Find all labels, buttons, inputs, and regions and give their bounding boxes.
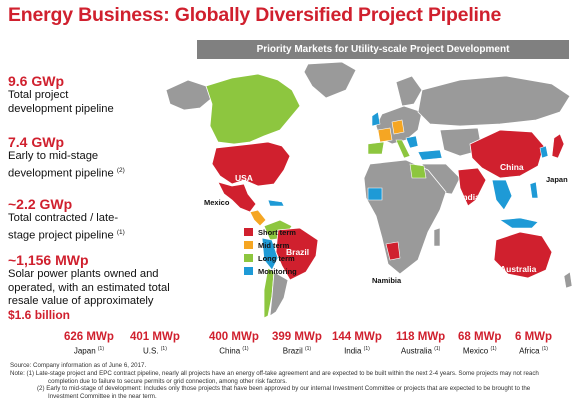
stat-australia: 118 MWp Australia (1)	[396, 331, 445, 357]
stat-value: 399 MWp	[272, 331, 322, 343]
stat-africa: 6 MWp Africa (1)	[515, 331, 552, 357]
china-region	[469, 129, 545, 179]
legend-item-monitoring: Monitoring	[244, 265, 297, 277]
germany-region	[391, 119, 405, 135]
map-label-australia: Australia	[500, 264, 537, 274]
balkans-region	[405, 135, 419, 149]
madagascar-region	[433, 227, 441, 247]
argentina-region	[269, 271, 289, 317]
stat-india: 144 MWp India (1)	[332, 331, 382, 357]
greenland-region	[303, 61, 357, 99]
map-label-usa: USA	[235, 173, 253, 183]
stat-value: 68 MWp	[458, 331, 502, 343]
footnote-2-cont: Investment Committee in the near term.	[48, 393, 157, 401]
stat-value: 6 MWp	[515, 331, 553, 343]
stat-japan: 626 MWp Japan (1)	[64, 331, 114, 357]
page-title: Energy Business: Globally Diversified Pr…	[8, 4, 502, 26]
legend-label: Mid term	[258, 240, 290, 250]
stat-country: Mexico (1)	[462, 346, 497, 356]
legend-label: Long term	[258, 253, 295, 263]
brazil-region	[275, 227, 319, 281]
legend-swatch	[244, 228, 253, 236]
uk-region	[371, 111, 381, 127]
legend-item-mid-term: Mid term	[244, 239, 297, 251]
footnote-2: (2) Early to mid-stage of development: I…	[37, 385, 531, 393]
canada-region	[205, 73, 301, 145]
kpi-early-mid-pipeline: 7.4 GWp Early to mid-stage development p…	[8, 134, 188, 181]
legend-label: Monitoring	[258, 266, 297, 276]
legend-swatch	[244, 254, 253, 262]
kpi-desc: Total project development pipeline	[8, 89, 114, 115]
footnote-1-cont: completion due to failure to secure perm…	[48, 377, 288, 385]
spain-region	[367, 141, 385, 155]
kpi-desc: Early to mid-stage development pipeline …	[8, 150, 125, 180]
russia-region	[417, 75, 571, 127]
france-region	[377, 127, 393, 143]
india-region	[457, 167, 487, 207]
legend-swatch	[244, 241, 253, 249]
stat-country: U.S. (1)	[142, 346, 167, 356]
source-note: Source: Company information as of June 6…	[10, 362, 147, 369]
stat-country: Japan (1)	[73, 346, 104, 356]
legend-item-long-term: Long term	[244, 252, 297, 264]
kpi-value: ~1,156 MWp	[8, 252, 89, 268]
world-map	[165, 61, 573, 319]
stat-country: Australia (1)	[400, 346, 441, 356]
mexico-region	[217, 181, 257, 213]
new-zealand-region	[563, 271, 573, 289]
usa-region	[211, 141, 291, 187]
stat-mexico: 68 MWp Mexico (1)	[458, 331, 501, 357]
map-label-namibia: Namibia	[372, 276, 402, 285]
philippines-region	[529, 181, 539, 199]
stat-country: Africa (1)	[519, 346, 548, 356]
map-label-china: China	[500, 162, 524, 172]
stat-value: 401 MWp	[130, 331, 180, 343]
stat-us: 401 MWp U.S. (1)	[130, 331, 180, 357]
africa-region	[363, 159, 447, 275]
indonesia-region	[499, 217, 539, 229]
map-label-india: India	[460, 192, 480, 202]
korea-region	[539, 145, 549, 159]
kpi-desc: Solar power plants owned and operated, w…	[8, 268, 170, 322]
map-header: Priority Markets for Utility-scale Proje…	[197, 40, 569, 59]
stat-value: 118 MWp	[396, 331, 446, 343]
stat-value: 400 MWp	[209, 331, 259, 343]
map-label-brazil: Brazil	[286, 247, 310, 257]
kpi-total-pipeline: 9.6 GWp Total project development pipeli…	[8, 73, 188, 116]
namibia-region	[385, 241, 401, 261]
footnote-1: Note: (1) Late-stage project and EPC con…	[10, 369, 539, 377]
footnotes: Source: Company information as of June 6…	[10, 362, 575, 401]
kpi-value: ~2.2 GWp	[8, 196, 73, 212]
egypt-region	[409, 163, 427, 179]
scandinavia-region	[395, 75, 423, 107]
peru-region	[261, 237, 279, 271]
kpi-contracted-pipeline: ~2.2 GWp Total contracted / late-stage p…	[8, 196, 188, 243]
turkey-region	[417, 149, 443, 161]
stat-brazil: 399 MWp Brazil (1)	[272, 331, 322, 357]
kpi-desc: Total contracted / late-stage project pi…	[8, 212, 125, 242]
kpi-owned-plants: ~1,156 MWp Solar power plants owned and …	[8, 252, 188, 323]
stat-country: Brazil (1)	[282, 346, 312, 356]
central-america-region	[249, 209, 267, 227]
kpi-value: 9.6 GWp	[8, 73, 65, 89]
kpi-value: 7.4 GWp	[8, 134, 65, 150]
map-label-japan: Japan	[546, 175, 568, 184]
map-legend: Short term Mid term Long term Monitoring	[244, 226, 297, 278]
map-label-mexico: Mexico	[204, 198, 230, 207]
alaska-region	[165, 79, 213, 111]
caribbean-region	[267, 199, 285, 207]
japan-region	[551, 133, 565, 159]
legend-swatch	[244, 267, 253, 275]
legend-item-short-term: Short term	[244, 226, 297, 238]
west-africa-region	[367, 187, 383, 201]
stat-china: 400 MWp China (1)	[209, 331, 259, 357]
stat-value: 144 MWp	[332, 331, 382, 343]
stat-country: India (1)	[344, 346, 370, 356]
legend-label: Short term	[258, 227, 296, 237]
se-asia-region	[491, 179, 513, 211]
australia-region	[493, 231, 553, 279]
italy-region	[395, 139, 411, 159]
stat-country: China (1)	[219, 346, 249, 356]
stat-value: 626 MWp	[64, 331, 114, 343]
